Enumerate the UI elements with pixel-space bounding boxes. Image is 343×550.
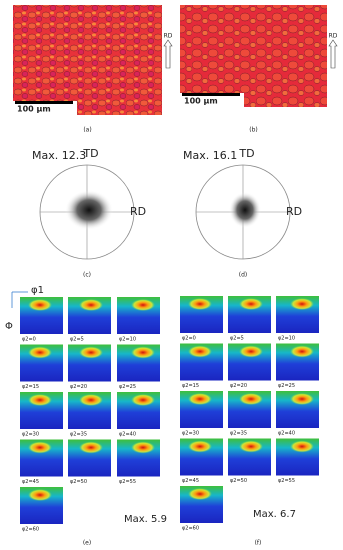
- section-label: φ2=20: [70, 384, 87, 390]
- section-label: φ2=45: [182, 478, 199, 484]
- panel-label: (f): [255, 540, 262, 547]
- section-label: φ2=50: [230, 478, 247, 484]
- section-label: φ2=55: [119, 479, 136, 485]
- section-label: φ2=15: [22, 384, 39, 390]
- section-label: φ2=40: [119, 432, 136, 438]
- intensity: [65, 190, 113, 230]
- odf-peak: [131, 299, 155, 311]
- scale-bar-bg: [13, 101, 77, 115]
- section-label: φ2=0: [182, 336, 196, 342]
- rd-label: RD: [130, 205, 146, 218]
- section-label: φ2=40: [278, 431, 295, 437]
- odf-peak: [188, 345, 212, 358]
- section-label: φ2=5: [70, 337, 84, 343]
- odf-peak: [28, 394, 52, 406]
- ebsd-map: [13, 5, 162, 115]
- odf-peak: [290, 393, 314, 405]
- max-label: Max. 16.1: [183, 149, 237, 162]
- section-label: φ2=60: [22, 527, 39, 533]
- direction-label: RD: [164, 33, 173, 40]
- odf-peak: [131, 441, 155, 454]
- odf-peak: [188, 488, 212, 500]
- odf-peak: [188, 440, 212, 453]
- max-label: Max. 6.7: [253, 509, 296, 520]
- axis-label: Φ: [5, 321, 13, 332]
- odf-peak: [239, 345, 263, 358]
- scale-bar: [15, 101, 73, 104]
- ebsd-map: [180, 5, 327, 107]
- direction-arrow: [328, 39, 338, 69]
- section-label: φ2=60: [182, 526, 199, 532]
- section-label: φ2=30: [22, 432, 39, 438]
- panel-label: (a): [83, 127, 91, 134]
- scale-bar: [182, 93, 240, 96]
- max-label: Max. 12.3: [32, 149, 86, 162]
- odf-peak: [239, 440, 263, 453]
- odf-peak: [28, 441, 52, 454]
- odf-peak: [28, 489, 52, 501]
- odf-peak: [290, 298, 314, 310]
- section-label: φ2=25: [119, 384, 136, 390]
- odf-peak: [79, 299, 103, 311]
- section-label: φ2=0: [22, 337, 36, 343]
- odf-peak: [79, 394, 103, 406]
- odf-peak: [131, 394, 155, 406]
- odf-peak: [28, 299, 52, 311]
- odf-peak: [79, 346, 103, 359]
- td-label: TD: [238, 147, 254, 160]
- direction-label: RD: [329, 33, 338, 40]
- intensity: [229, 192, 261, 228]
- max-label: Max. 5.9: [124, 514, 167, 525]
- rd-label: RD: [286, 205, 302, 218]
- odf-peak: [28, 346, 52, 359]
- odf-peak: [131, 346, 155, 359]
- panel-label: (d): [239, 272, 248, 279]
- axis-label: φ1: [31, 285, 44, 296]
- section-label: φ2=10: [119, 337, 136, 343]
- odf-peak: [79, 441, 103, 454]
- odf-peak: [188, 393, 212, 405]
- section-label: φ2=50: [70, 479, 87, 485]
- section-label: φ2=30: [182, 431, 199, 437]
- section-label: φ2=55: [278, 478, 295, 484]
- odf-peak: [188, 298, 212, 310]
- panel-label: (b): [249, 127, 258, 134]
- td-label: TD: [82, 147, 98, 160]
- section-label: φ2=5: [230, 336, 244, 342]
- section-label: φ2=10: [278, 336, 295, 342]
- panel-label: (c): [83, 272, 91, 279]
- section-label: φ2=45: [22, 479, 39, 485]
- odf-peak: [290, 440, 314, 453]
- section-label: φ2=15: [182, 383, 199, 389]
- panel-label: (e): [83, 540, 91, 547]
- section-label: φ2=35: [70, 432, 87, 438]
- scale-bar-label: 100 µm: [17, 105, 51, 114]
- scale-bar-bg: [180, 93, 244, 107]
- odf-peak: [290, 345, 314, 358]
- section-label: φ2=35: [230, 431, 247, 437]
- section-label: φ2=25: [278, 383, 295, 389]
- direction-arrow: [163, 39, 173, 69]
- scale-bar-label: 100 µm: [184, 97, 218, 106]
- odf-peak: [239, 393, 263, 405]
- odf-peak: [239, 298, 263, 310]
- section-label: φ2=20: [230, 383, 247, 389]
